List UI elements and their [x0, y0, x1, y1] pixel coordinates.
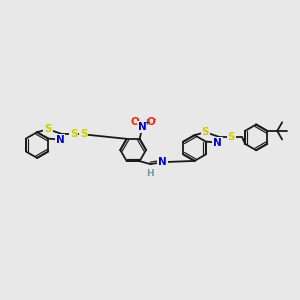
- Text: N: N: [158, 157, 167, 167]
- Text: S: S: [80, 129, 88, 140]
- Text: N: N: [138, 122, 147, 132]
- Text: O: O: [130, 117, 139, 127]
- Text: H: H: [146, 169, 153, 178]
- Text: S: S: [44, 124, 52, 134]
- Text: N: N: [213, 138, 222, 148]
- Text: +: +: [143, 118, 149, 127]
- Text: N: N: [56, 135, 64, 145]
- Text: S: S: [228, 132, 235, 142]
- Text: O: O: [146, 117, 155, 127]
- Text: -: -: [153, 114, 156, 124]
- Text: S: S: [70, 129, 78, 140]
- Text: S: S: [202, 127, 209, 137]
